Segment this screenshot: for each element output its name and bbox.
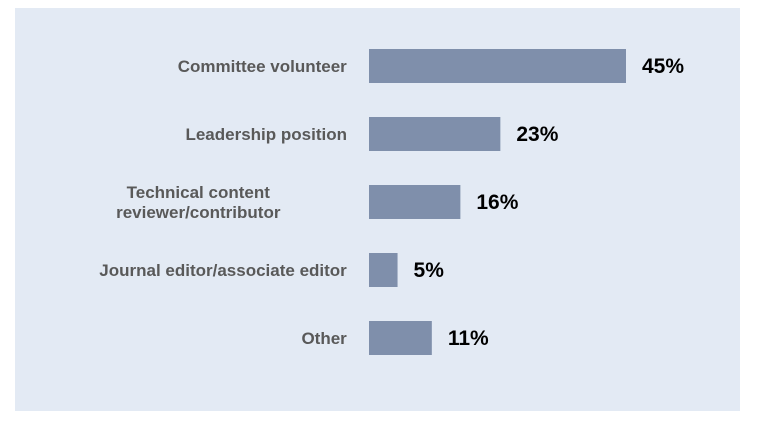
category-label: Journal editor/associate editor (99, 261, 347, 280)
value-label: 16% (476, 191, 518, 214)
bar (369, 321, 432, 355)
category-label: Leadership position (185, 125, 347, 144)
chart-panel: Committee volunteer 45% Leadership positio… (15, 8, 740, 411)
value-label: 23% (516, 123, 558, 146)
bar (369, 117, 501, 151)
value-label: 45% (642, 55, 684, 78)
category-label: Other (301, 329, 347, 348)
value-label: 5% (414, 259, 445, 282)
value-label: 11% (448, 327, 489, 350)
bar (369, 185, 461, 219)
category-label: Committee volunteer (178, 57, 347, 76)
bar (369, 49, 626, 83)
bar (369, 253, 398, 287)
bar-chart: Committee volunteer 45% Leadership positio… (99, 49, 684, 355)
category-label: Technical content reviewer/contributor (116, 183, 281, 222)
